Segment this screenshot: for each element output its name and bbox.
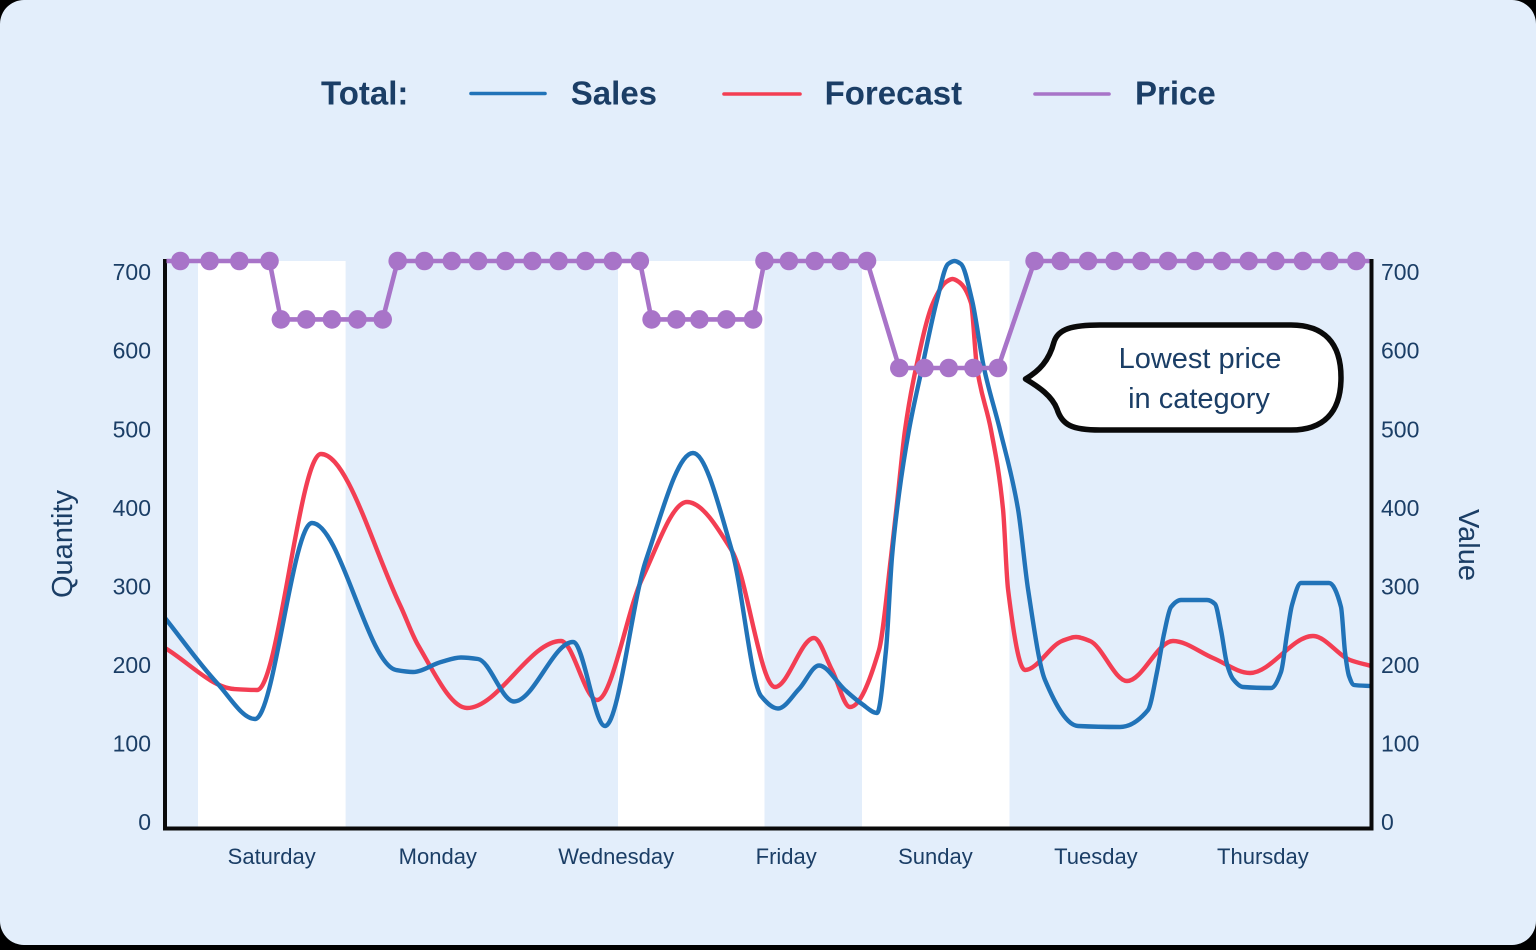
svg-text:300: 300: [1381, 573, 1419, 599]
svg-text:200: 200: [113, 652, 151, 678]
svg-text:0: 0: [138, 809, 151, 835]
svg-text:Forecast: Forecast: [825, 75, 963, 112]
svg-text:Monday: Monday: [399, 844, 477, 869]
svg-text:500: 500: [113, 416, 151, 442]
svg-text:700: 700: [113, 259, 151, 285]
svg-text:100: 100: [113, 731, 151, 757]
svg-text:in category: in category: [1128, 383, 1270, 415]
svg-text:Saturday: Saturday: [228, 844, 316, 869]
svg-text:Value: Value: [1452, 509, 1484, 581]
svg-text:500: 500: [1381, 416, 1419, 442]
svg-text:Friday: Friday: [756, 844, 817, 869]
svg-text:0: 0: [1381, 809, 1394, 835]
svg-text:Wednesday: Wednesday: [558, 844, 674, 869]
svg-text:700: 700: [1381, 259, 1419, 285]
svg-text:600: 600: [113, 338, 151, 364]
svg-text:Thursday: Thursday: [1217, 844, 1309, 869]
svg-text:100: 100: [1381, 731, 1419, 757]
svg-text:400: 400: [1381, 495, 1419, 521]
svg-text:Total:: Total:: [321, 75, 408, 112]
svg-text:300: 300: [113, 573, 151, 599]
svg-text:200: 200: [1381, 652, 1419, 678]
svg-text:Quantity: Quantity: [47, 490, 79, 598]
svg-text:600: 600: [1381, 338, 1419, 364]
svg-text:Sales: Sales: [571, 75, 657, 112]
svg-text:Tuesday: Tuesday: [1054, 844, 1138, 869]
svg-text:400: 400: [113, 495, 151, 521]
svg-text:Lowest price: Lowest price: [1119, 343, 1282, 375]
svg-text:Sunday: Sunday: [898, 844, 973, 869]
svg-text:Price: Price: [1135, 75, 1216, 112]
